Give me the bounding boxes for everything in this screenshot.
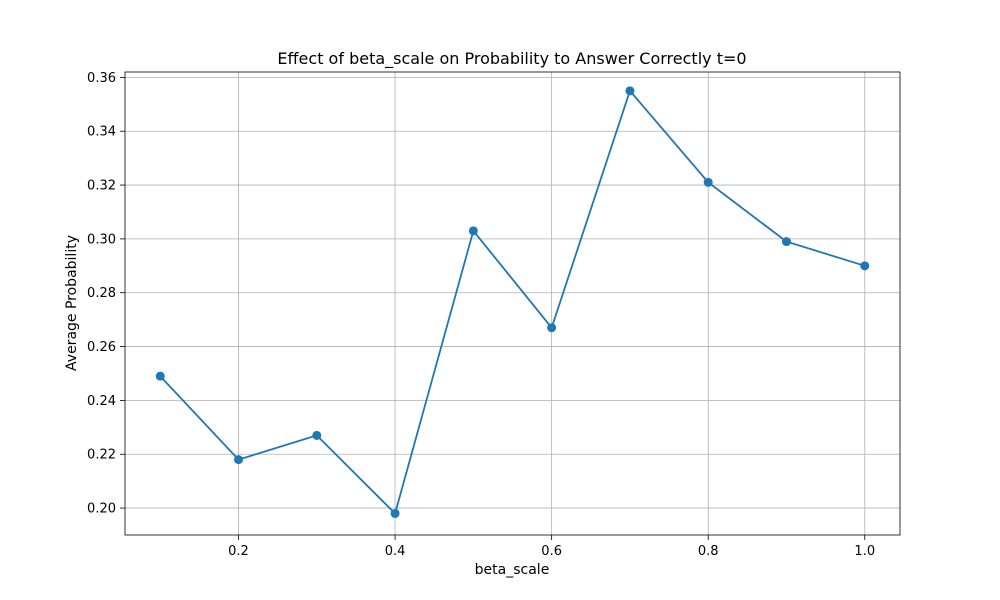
y-axis-label: Average Probability xyxy=(64,235,80,371)
chart-title: Effect of beta_scale on Probability to A… xyxy=(277,49,746,69)
data-point xyxy=(390,508,400,518)
y-tick-label: 0.30 xyxy=(87,232,116,247)
y-tick-label: 0.24 xyxy=(87,394,116,409)
y-tick-label: 0.20 xyxy=(87,502,116,517)
data-point xyxy=(860,261,870,271)
data-point xyxy=(155,371,165,381)
x-axis-label: beta_scale xyxy=(475,562,550,578)
plot-frame xyxy=(124,71,901,536)
x-tick-label: 0.8 xyxy=(698,544,719,559)
series-line xyxy=(159,89,866,516)
data-point xyxy=(703,177,713,187)
y-tick-label: 0.36 xyxy=(87,71,116,86)
data-point xyxy=(781,237,791,247)
y-tick-label: 0.26 xyxy=(87,340,116,355)
x-tick-label: 0.4 xyxy=(385,544,406,559)
x-tick-label: 0.6 xyxy=(541,544,562,559)
data-point xyxy=(312,430,322,440)
axis-ticks: 0.2 0.4 0.6 0.8 1.0 0.20 0.22 0.24 0.26 0.28 0.30 0… xyxy=(87,71,875,559)
grid-lines xyxy=(125,72,900,535)
data-point xyxy=(547,323,557,333)
y-tick-label: 0.22 xyxy=(87,448,116,463)
y-tick-label: 0.32 xyxy=(87,179,116,194)
y-tick-label: 0.34 xyxy=(87,125,116,140)
data-point xyxy=(468,226,478,236)
x-tick-label: 0.2 xyxy=(228,544,249,559)
data-series xyxy=(155,86,870,518)
data-point xyxy=(625,86,635,96)
data-point xyxy=(234,455,244,465)
y-tick-label: 0.28 xyxy=(87,286,116,301)
x-tick-label: 1.0 xyxy=(854,544,875,559)
